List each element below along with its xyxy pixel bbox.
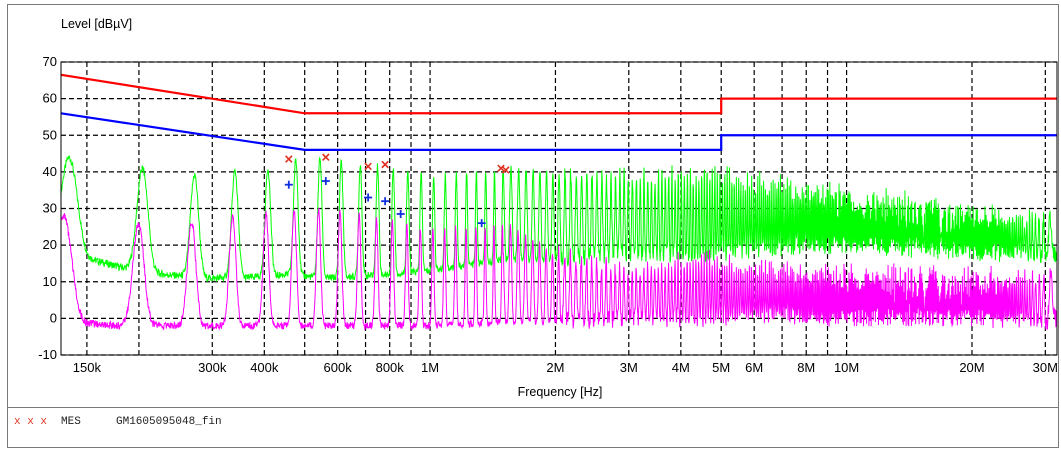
peak-marker-x <box>285 155 293 163</box>
trace-line <box>60 155 1058 282</box>
x-tick-label: 6M <box>745 360 763 375</box>
y-tick-label: -10 <box>38 347 57 362</box>
peak-marker-x <box>497 164 505 172</box>
y-tick-label: 70 <box>43 54 57 69</box>
peak-marker-plus <box>321 177 330 186</box>
peak-marker-plus <box>477 219 486 228</box>
x-tick-label: 800k <box>376 360 405 375</box>
legend-marker-symbols: x x x <box>14 416 48 428</box>
peak-marker-plus <box>364 193 373 202</box>
x-tick-label: 8M <box>797 360 815 375</box>
peak-marker-x <box>364 162 372 171</box>
x-tick-label: 5M <box>712 360 730 375</box>
limit-line <box>60 73 1057 115</box>
y-tick-label: 60 <box>43 91 57 106</box>
legend: x x x MES GM1605095048_fin <box>8 407 1058 434</box>
trace-line <box>60 207 1058 331</box>
chart-frame <box>7 4 1059 448</box>
x-tick-label: 150k <box>73 360 102 375</box>
x-tick-label: 20M <box>959 360 984 375</box>
plot-border <box>60 61 1058 356</box>
x-tick-label: 4M <box>672 360 690 375</box>
marker-stroke <box>364 162 372 171</box>
marker-stroke <box>285 155 293 163</box>
peak-marker-plus <box>396 209 405 218</box>
x-tick-label: 3M <box>620 360 638 375</box>
x-tick-label: 1M <box>421 360 439 375</box>
x-tick-label: 30M <box>1033 360 1058 375</box>
x-tick-label: 2M <box>546 360 564 375</box>
chart-plot: Level [dBµV] Frequency [Hz] -10 0 10 20 30 40… <box>38 17 1058 399</box>
peak-marker-plus <box>381 197 390 206</box>
limit-line <box>60 112 1057 151</box>
peak-marker-x <box>322 153 330 161</box>
y-tick-label: 40 <box>43 164 57 179</box>
y-tick-label: 0 <box>50 310 57 325</box>
marker-stroke <box>381 160 389 169</box>
peak-marker-plus <box>284 180 293 189</box>
legend-file-name: GM1605095048_fin <box>116 416 222 428</box>
y-tick-label: 50 <box>43 127 57 142</box>
x-axis-title: Frequency [Hz] <box>518 385 603 399</box>
x-tick-label: 400k <box>250 360 279 375</box>
peak-marker-x <box>381 160 389 169</box>
y-tick-label: 20 <box>43 237 57 252</box>
legend-label: MES <box>61 416 81 428</box>
marker-stroke <box>322 153 330 161</box>
y-tick-label: 30 <box>43 201 57 216</box>
x-tick-label: 10M <box>834 360 859 375</box>
x-tick-label: 600k <box>324 360 353 375</box>
peak-marker-x <box>502 166 510 174</box>
marker-stroke <box>497 164 505 172</box>
y-tick-label: 10 <box>43 274 57 289</box>
x-tick-label: 300k <box>198 360 227 375</box>
marker-stroke <box>502 166 510 174</box>
y-axis-title: Level [dBµV] <box>61 17 132 31</box>
